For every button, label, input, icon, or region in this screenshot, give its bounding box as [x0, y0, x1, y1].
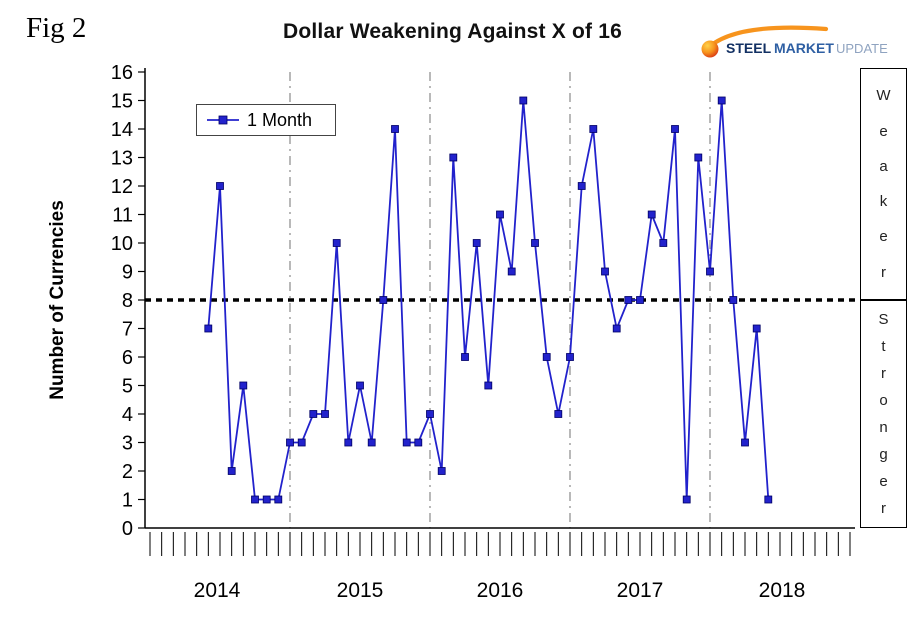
logo-text-update: UPDATE — [836, 41, 888, 56]
logo-ball-icon — [701, 40, 719, 58]
y-tick-label: 9 — [122, 262, 133, 284]
data-point-marker — [531, 239, 539, 247]
data-point-marker — [624, 296, 633, 304]
data-point-marker — [379, 296, 388, 304]
data-point-marker — [752, 324, 761, 333]
data-point-marker — [367, 438, 376, 447]
data-point-marker — [682, 495, 691, 504]
y-tick-label: 7 — [122, 319, 133, 341]
side-label-letter: r — [881, 500, 886, 517]
data-point-marker — [239, 381, 248, 390]
data-point-marker — [204, 324, 213, 333]
data-point-marker — [577, 182, 586, 190]
y-tick-label: 16 — [111, 62, 133, 84]
side-label-letter: W — [876, 87, 891, 105]
data-point-marker — [519, 96, 528, 105]
y-tick-label: 10 — [111, 233, 133, 255]
side-label-letter: t — [881, 338, 886, 355]
legend-marker-icon — [207, 115, 239, 125]
data-point-marker — [449, 153, 458, 162]
side-label-letter: k — [879, 193, 888, 211]
side-label-letter: g — [879, 446, 888, 463]
side-label-letter: r — [881, 365, 886, 382]
data-point-marker — [332, 239, 341, 247]
y-tick-label: 1 — [122, 490, 133, 512]
y-tick-label: 5 — [122, 376, 133, 398]
y-tick-label: 14 — [111, 119, 133, 141]
data-point-marker — [262, 495, 271, 504]
data-point-marker — [251, 495, 259, 504]
steel-market-update-logo: STEEL MARKET UPDATE — [701, 25, 888, 58]
data-point-marker — [659, 239, 668, 247]
y-tick-label: 12 — [111, 176, 133, 198]
side-label-letter: e — [879, 473, 888, 490]
y-tick-label: 15 — [111, 91, 133, 113]
data-point-marker — [356, 381, 364, 390]
data-point-marker — [647, 210, 656, 219]
data-point-marker — [671, 125, 679, 133]
data-point-marker — [554, 410, 563, 418]
y-tick-label: 2 — [122, 461, 133, 483]
data-point-marker — [472, 239, 481, 247]
y-tick-label: 13 — [111, 148, 133, 170]
side-label-letter: a — [879, 157, 888, 175]
side-label-letter: S — [878, 311, 889, 328]
data-point-marker — [601, 267, 609, 276]
data-point-marker — [484, 381, 493, 390]
data-point-marker — [309, 410, 318, 418]
data-point-marker — [589, 125, 598, 133]
data-point-marker — [227, 467, 236, 475]
year-label: 2014 — [194, 579, 241, 602]
y-tick-label: 8 — [122, 290, 133, 312]
logo-text-market: MARKET — [774, 40, 834, 56]
data-point-marker — [344, 438, 353, 447]
y-tick-label: 0 — [122, 518, 133, 540]
y-tick-label: 4 — [122, 404, 133, 426]
side-label-letter: e — [879, 228, 888, 246]
year-label: 2018 — [759, 579, 806, 602]
chart-title: Dollar Weakening Against X of 16 — [283, 20, 622, 43]
y-tick-label: 3 — [122, 433, 133, 455]
data-point-marker — [216, 182, 224, 190]
data-point-marker — [274, 495, 283, 504]
data-point-marker — [706, 267, 714, 276]
data-point-marker — [636, 296, 644, 304]
year-label: 2015 — [337, 579, 384, 602]
data-point-marker — [764, 495, 773, 504]
side-label-letter: r — [881, 263, 886, 281]
data-point-marker — [286, 438, 294, 447]
data-point-marker — [461, 353, 469, 361]
data-point-marker — [321, 410, 329, 418]
data-point-marker — [741, 438, 749, 447]
data-point-marker — [729, 296, 738, 304]
data-point-marker — [717, 96, 726, 105]
data-point-marker — [402, 438, 411, 447]
year-label: 2017 — [617, 579, 664, 602]
figure-number-label: Fig 2 — [26, 12, 87, 44]
data-point-marker — [542, 353, 551, 361]
data-point-marker — [507, 267, 516, 276]
side-label-letter: n — [879, 419, 888, 436]
side-label-letter: e — [879, 122, 888, 140]
side-label-letter: o — [879, 392, 888, 409]
data-point-marker — [612, 324, 621, 333]
data-point-marker — [391, 125, 399, 133]
data-point-marker — [566, 353, 574, 361]
data-point-marker — [694, 153, 703, 162]
data-point-marker — [426, 410, 434, 418]
data-point-marker — [496, 210, 504, 219]
legend: 1 Month — [196, 104, 336, 136]
legend-series-label: 1 Month — [247, 109, 313, 130]
data-point-marker — [414, 438, 423, 447]
year-label: 2016 — [477, 579, 524, 602]
logo-text-steel: STEEL — [726, 40, 772, 56]
data-point-marker — [297, 438, 306, 447]
y-tick-label: 11 — [112, 205, 133, 227]
data-point-marker — [437, 467, 446, 475]
y-tick-label: 6 — [122, 347, 133, 369]
